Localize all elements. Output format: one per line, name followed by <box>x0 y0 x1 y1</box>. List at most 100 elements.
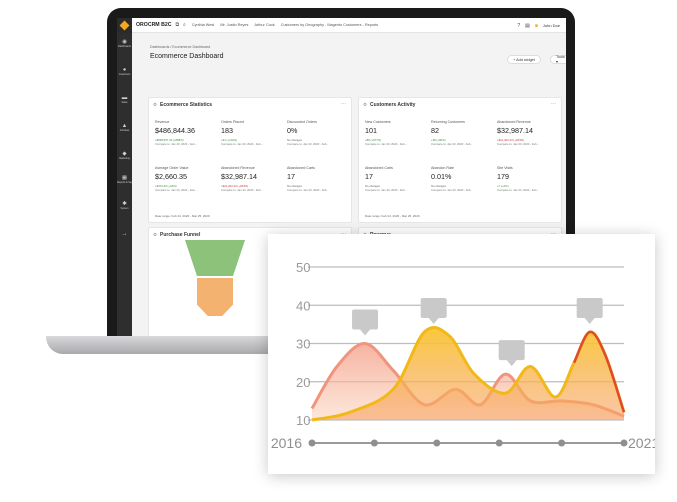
area-chart: 50 40 30 20 10 2016 2021 <box>271 260 655 451</box>
metric-value: $486,844.36 <box>155 126 195 135</box>
reports-icon: ▦ <box>121 175 128 181</box>
org-name[interactable]: OROCRM B2C <box>136 22 172 28</box>
callout-pointer <box>428 318 439 325</box>
recent-tab[interactable]: Arthur Cook <box>254 23 275 27</box>
metric-orders-placed: Orders Placed 183 +91 (+112%) Compare to… <box>221 120 281 146</box>
notifications-icon[interactable]: ▤ <box>525 22 530 29</box>
tools-button[interactable]: Tools ▾ <box>550 55 566 64</box>
recent-tab[interactable]: Mr. Justin Reyes <box>220 23 249 27</box>
metric-compare: Compare to: Jan 23, 2020 - Feb... <box>497 142 539 146</box>
dashboard-icon: ◉ <box>122 39 127 45</box>
metric-label: Abandoned Carts <box>287 166 315 170</box>
timeline-point <box>620 439 628 447</box>
recent-tab[interactable]: Customers by Geography - Magento Custome… <box>280 23 379 27</box>
x-label-start: 2016 <box>271 435 302 451</box>
add-widget-button[interactable]: + Add widget <box>507 55 541 64</box>
timeline-point <box>370 439 378 447</box>
sidebar-item-dashboards[interactable]: ◉ Dashboards <box>117 39 132 48</box>
timeline-point <box>558 439 566 447</box>
widget-title: Ecommerce Statistics <box>160 102 213 108</box>
pin-icon[interactable]: ⧉ <box>175 22 180 28</box>
timeline-point <box>433 439 441 447</box>
y-tick-label: 40 <box>296 298 310 313</box>
callout-box <box>576 298 603 319</box>
recent-tab[interactable]: Cynthia West <box>191 23 215 27</box>
help-icon[interactable]: ? <box>517 22 521 29</box>
metric-delta: +$21,202.43 (+184%) <box>221 184 249 188</box>
sidebar-item-customers[interactable]: ● Customers <box>117 67 132 76</box>
system-icon: ✱ <box>122 201 127 207</box>
page-title: Ecommerce Dashboard <box>150 53 224 60</box>
metric-label: Revenue <box>155 120 170 124</box>
sidebar-item-activities[interactable]: ▲ Activities <box>117 123 132 132</box>
marketing-icon: ◆ <box>122 151 127 157</box>
series-layer <box>310 325 626 422</box>
metric-compare: Compare to: Jan 23, 2020 - Feb... <box>221 142 263 146</box>
metric-label: Orders Placed <box>221 120 244 124</box>
metric-abandoned-revenue: Abandoned Revenue $32,987.14 +$21,202.43… <box>221 166 281 192</box>
activities-icon: ▲ <box>121 123 128 129</box>
callout-layer <box>352 298 603 367</box>
settings-icon[interactable]: ⚙ <box>153 102 158 107</box>
user-menu[interactable]: John Doe <box>542 23 560 28</box>
sidebar-item-sales[interactable]: ▬ Sales <box>117 95 132 104</box>
settings-icon[interactable]: ⚙ <box>363 102 368 107</box>
breadcrumb[interactable]: Dashboards / Ecommerce Dashboard <box>150 45 211 49</box>
y-tick-label: 50 <box>296 260 310 275</box>
date-range: Date range: Feb 24, 2020 - Mar 25, 2020 <box>365 214 420 218</box>
metric-label: Abandon Rate <box>431 166 454 170</box>
customers-activity-widget: ⚙ Customers Activity ⋯ New Customers 101… <box>358 97 562 223</box>
metric-site-visits: Site Visits 179 +7 (+2%) Compare to: Jan… <box>497 166 557 192</box>
y-tick-label: 10 <box>296 413 310 428</box>
metric-label: Average Order Value <box>155 166 189 170</box>
sidebar-item-label: System <box>120 207 129 210</box>
metric-label: New Customers <box>365 120 391 124</box>
metric-returning-customers: Returning Customers 82 +38 (+80%) Compar… <box>431 120 491 146</box>
metric-abandoned-carts: Abandoned Carts 17 No changes Compare to… <box>287 166 347 192</box>
callout-pointer <box>506 360 517 367</box>
sidebar-item-system[interactable]: ✱ System <box>117 201 132 210</box>
widget-title: Purchase Funnel <box>160 232 201 238</box>
metric-abandon-rate: Abandon Rate 0.01% No changes Compare to… <box>431 166 491 192</box>
series-accent-line <box>572 330 626 413</box>
metric-label: Discounted Orders <box>287 120 317 124</box>
metric-compare: Compare to: Jan 23, 2020 - Feb... <box>155 142 197 146</box>
timeline-point <box>308 439 316 447</box>
metric-compare: Compare to: Jan 23, 2020 - Feb... <box>431 188 473 192</box>
callout-box <box>498 340 525 361</box>
settings-icon[interactable]: ⚙ <box>153 232 158 237</box>
top-bar: OROCRM B2C ⧉ ⌕ Cynthia West Mr. Justin R… <box>117 18 566 33</box>
metric-value: 0% <box>287 126 298 135</box>
user-avatar-icon[interactable]: ■ <box>534 22 538 29</box>
metric-new-customers: New Customers 101 +88 (+677%) Compare to… <box>365 120 425 146</box>
app-logo[interactable] <box>117 18 132 33</box>
sidebar-item-label: Marketing <box>119 157 130 160</box>
metric-label: Abandoned Carts <box>365 166 393 170</box>
metric-compare: Compare to: Jan 23, 2020 - Feb... <box>365 142 407 146</box>
metric-value: 0.01% <box>431 172 452 181</box>
sidebar-item-label: Customers <box>118 73 131 76</box>
widget-menu-icon[interactable]: ⋯ <box>551 101 556 107</box>
metric-compare: Compare to: Jan 23, 2020 - Feb... <box>221 188 263 192</box>
sidebar-item-label: Dashboards <box>118 45 131 48</box>
x-label-end: 2021 <box>628 435 655 451</box>
metric-abandoned-revenue: Abandoned Revenue $32,987.14 +$21,202.43… <box>497 120 557 146</box>
sidebar-item-marketing[interactable]: ◆ Marketing <box>117 151 132 160</box>
metric-delta: No changes <box>431 184 446 188</box>
metric-compare: Compare to: Jan 23, 2020 - Feb... <box>287 188 329 192</box>
metric-delta: +91 (+112%) <box>221 138 237 142</box>
metric-value: 179 <box>497 172 509 181</box>
search-icon[interactable]: ⌕ <box>183 22 186 28</box>
metric-value: 17 <box>287 172 295 181</box>
metric-delta: +38 (+80%) <box>431 138 446 142</box>
metric-compare: Compare to: Jan 23, 2020 - Feb... <box>431 142 473 146</box>
widget-menu-icon[interactable]: ⋯ <box>341 101 346 107</box>
callout-box <box>420 298 447 319</box>
sidebar-item-reports[interactable]: ▦ Reports & Segments <box>117 175 139 184</box>
callout-pointer <box>360 329 371 336</box>
sidebar-item-label: Sales <box>121 101 128 104</box>
widget-header: ⚙ Purchase Funnel <box>153 232 200 238</box>
y-tick-label: 20 <box>296 375 310 390</box>
metric-delta: No changes <box>365 184 380 188</box>
expand-sidebar-icon[interactable]: → <box>121 231 128 237</box>
